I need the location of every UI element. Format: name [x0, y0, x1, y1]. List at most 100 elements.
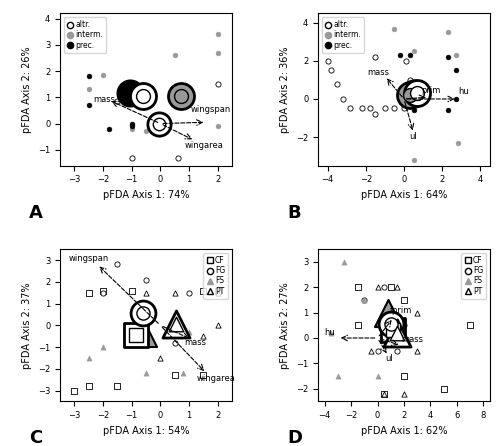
Point	[172, 321, 180, 328]
Point	[128, 339, 136, 346]
Text: wingspan: wingspan	[68, 254, 109, 263]
Point	[410, 156, 418, 163]
Point	[354, 284, 362, 291]
Point	[452, 95, 460, 103]
Point	[139, 310, 147, 317]
Legend: CF, FG, FS, PT: CF, FG, FS, PT	[462, 253, 486, 299]
Point	[70, 387, 78, 394]
Point	[354, 322, 362, 329]
Point	[402, 58, 410, 65]
Point	[394, 284, 402, 291]
Point	[333, 80, 341, 87]
Point	[84, 86, 92, 93]
Text: hu: hu	[458, 87, 469, 96]
Point	[400, 390, 408, 397]
Point	[214, 31, 222, 38]
Point	[452, 52, 460, 59]
Y-axis label: pFDA Axis 2: 36%: pFDA Axis 2: 36%	[280, 46, 290, 133]
Point	[170, 372, 178, 379]
Point	[177, 92, 185, 99]
Point	[406, 95, 413, 103]
Point	[384, 309, 392, 316]
Point	[170, 339, 178, 346]
Point	[99, 343, 107, 351]
Point	[380, 390, 388, 397]
Point	[414, 90, 422, 97]
Point	[142, 289, 150, 296]
Point	[172, 321, 180, 328]
Text: C: C	[29, 429, 42, 446]
Text: hu: hu	[324, 328, 336, 338]
Point	[400, 105, 408, 112]
Point	[84, 102, 92, 109]
Point	[374, 347, 382, 354]
Point	[410, 90, 418, 97]
Point	[128, 123, 136, 130]
Point	[214, 81, 222, 88]
Point	[132, 331, 140, 339]
Point	[170, 289, 178, 296]
Point	[139, 310, 147, 317]
Point	[155, 120, 163, 127]
Point	[84, 383, 92, 390]
Point	[200, 372, 207, 379]
Point	[366, 105, 374, 112]
Point	[384, 314, 392, 321]
Point	[185, 328, 193, 335]
Point	[328, 67, 336, 74]
Y-axis label: pFDA Axis 2: 26%: pFDA Axis 2: 26%	[22, 46, 32, 133]
Point	[400, 322, 408, 329]
Text: D: D	[287, 429, 302, 446]
Legend: altr., interm., prec.: altr., interm., prec.	[322, 17, 364, 53]
Point	[142, 128, 150, 135]
Text: mass: mass	[402, 335, 423, 344]
Point	[380, 390, 388, 397]
Legend: CF, FG, FS, PT: CF, FG, FS, PT	[204, 253, 228, 299]
Point	[444, 107, 452, 114]
Point	[180, 370, 188, 377]
Point	[99, 289, 107, 296]
Point	[114, 261, 122, 268]
Point	[374, 284, 382, 291]
Point	[390, 327, 398, 334]
Y-axis label: pFDA Axis 2: 37%: pFDA Axis 2: 37%	[22, 282, 32, 369]
Point	[444, 54, 452, 61]
Text: fprim: fprim	[390, 306, 412, 314]
Point	[185, 289, 193, 296]
Point	[372, 111, 380, 118]
Point	[114, 98, 122, 105]
Point	[394, 329, 402, 336]
Point	[128, 154, 136, 161]
Point	[387, 284, 395, 291]
Point	[142, 311, 150, 318]
Point	[340, 258, 348, 265]
Point	[414, 90, 422, 97]
X-axis label: pFDA Axis 1: 54%: pFDA Axis 1: 54%	[103, 425, 189, 436]
Point	[132, 331, 140, 339]
Point	[99, 287, 107, 294]
Point	[84, 289, 92, 296]
Point	[99, 71, 107, 78]
Point	[214, 287, 222, 294]
Point	[114, 383, 122, 390]
Text: wingarea: wingarea	[184, 141, 224, 150]
Point	[390, 327, 398, 334]
Text: A: A	[29, 203, 43, 222]
Y-axis label: pFDA Axis 2: 27%: pFDA Axis 2: 27%	[280, 282, 290, 369]
Point	[200, 287, 207, 294]
Point	[380, 284, 388, 291]
Point	[155, 120, 163, 127]
Point	[381, 105, 389, 112]
Point	[396, 52, 404, 59]
Point	[358, 105, 366, 112]
Point	[360, 297, 368, 304]
Point	[406, 52, 413, 59]
Point	[84, 73, 92, 80]
Point	[339, 95, 347, 103]
Point	[374, 372, 382, 380]
Legend: altr., interm., prec.: altr., interm., prec.	[64, 17, 106, 53]
Point	[104, 125, 112, 132]
Point	[128, 125, 136, 132]
Text: wingarea: wingarea	[196, 374, 235, 383]
Point	[466, 322, 474, 329]
